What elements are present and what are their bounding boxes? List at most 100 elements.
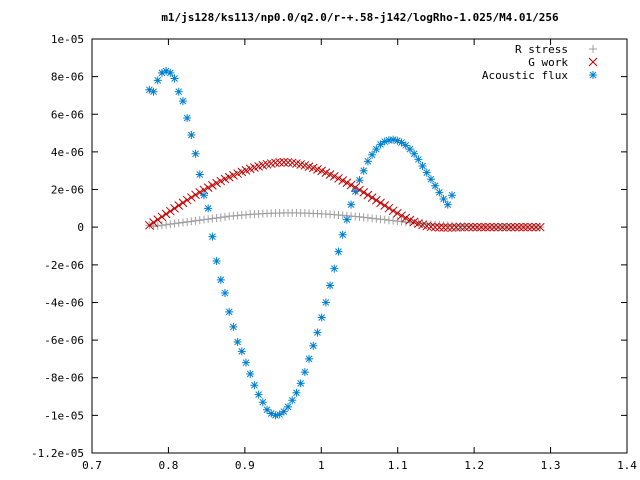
data-point [191, 216, 200, 225]
data-point [363, 190, 373, 200]
data-point [519, 222, 528, 232]
data-point [443, 223, 453, 232]
data-point [431, 181, 440, 190]
data-point [224, 172, 234, 182]
legend-label: Acoustic flux [482, 69, 568, 82]
data-point [342, 215, 351, 224]
data-point [162, 66, 171, 75]
y-tick-label: 8e-06 [51, 71, 84, 84]
data-point [233, 337, 242, 346]
data-point [346, 180, 356, 190]
data-point [182, 195, 192, 205]
data-point [292, 388, 301, 397]
data-point [305, 354, 314, 363]
data-point [208, 181, 217, 190]
x-tick-label: 1.4 [617, 459, 637, 472]
data-point [456, 222, 465, 232]
data-point [502, 222, 511, 232]
x-tick-label: 1 [318, 459, 325, 472]
data-point [313, 328, 322, 337]
data-point [359, 188, 369, 197]
y-tick-label: 1e-05 [51, 33, 84, 46]
data-point [225, 307, 234, 316]
data-point [203, 183, 213, 193]
data-point [267, 409, 276, 418]
data-point [430, 222, 440, 232]
data-point [246, 369, 255, 378]
data-point [531, 222, 541, 232]
data-point [183, 217, 192, 226]
data-point [170, 74, 179, 83]
data-point [477, 222, 486, 232]
data-point [321, 168, 331, 177]
data-point [351, 187, 360, 196]
data-point [149, 87, 158, 96]
data-point [472, 222, 482, 232]
data-point [447, 191, 456, 200]
data-point [329, 172, 339, 181]
series-acoustic-flux [145, 66, 456, 420]
data-point [309, 341, 318, 350]
data-point [514, 222, 524, 232]
data-point [166, 68, 175, 77]
data-point [527, 222, 537, 232]
data-point [367, 193, 377, 202]
y-tick-label: 0 [77, 221, 84, 234]
y-axis: -1.2e-05 -1e-05 -8e-06 -6e-06 -4e-06 -2e-06 0 2… [31, 33, 627, 460]
y-tick-label: 4e-06 [51, 146, 84, 159]
data-point [321, 298, 330, 307]
data-point [145, 85, 154, 94]
data-point [275, 158, 284, 167]
y-tick-label: -8e-06 [44, 372, 84, 385]
data-point [300, 368, 309, 377]
data-point [451, 223, 461, 232]
data-point [376, 140, 385, 149]
data-point [279, 157, 289, 167]
data-point [162, 220, 171, 229]
data-point [397, 211, 406, 221]
data-point [380, 201, 390, 210]
data-point [489, 222, 499, 232]
data-point [178, 198, 188, 208]
data-point [439, 223, 448, 232]
data-point [371, 195, 381, 205]
data-point [325, 170, 335, 179]
data-point [535, 222, 545, 232]
data-point [220, 174, 230, 184]
data-point [208, 214, 217, 223]
y-tick-label: -2e-06 [44, 259, 84, 272]
data-point [334, 247, 343, 256]
data-point [187, 130, 196, 139]
data-point [216, 176, 226, 186]
data-point [422, 168, 431, 177]
data-point [392, 208, 402, 218]
data-point [161, 209, 171, 219]
data-point [334, 174, 343, 183]
data-point [284, 402, 293, 411]
data-point [191, 190, 200, 200]
data-point [229, 322, 238, 331]
data-point [388, 206, 398, 216]
data-point [271, 411, 280, 420]
data-point [498, 222, 507, 232]
data-point [405, 215, 415, 225]
data-point [187, 217, 196, 226]
data-point [242, 358, 251, 367]
data-point [199, 191, 208, 200]
data-point [380, 215, 389, 224]
data-point [506, 222, 516, 232]
data-point [279, 407, 288, 416]
x-tick-label: 1.2 [464, 459, 484, 472]
data-point [187, 193, 196, 202]
data-point [317, 313, 326, 322]
y-tick-label: -1e-05 [44, 409, 84, 422]
data-point [195, 216, 204, 225]
data-point [271, 158, 280, 168]
data-point [195, 170, 204, 179]
data-point [359, 166, 368, 175]
data-point [355, 212, 364, 221]
data-point [174, 87, 183, 96]
x-tick-label: 0.9 [235, 459, 255, 472]
y-tick-label: -4e-06 [44, 296, 84, 309]
